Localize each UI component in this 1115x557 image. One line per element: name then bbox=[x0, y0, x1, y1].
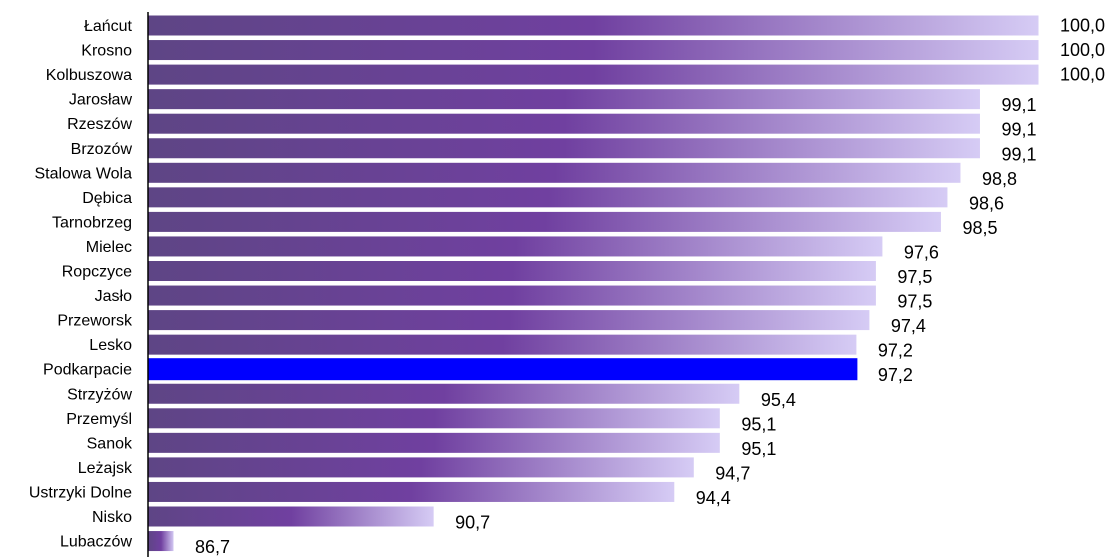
value-label: 97,2 bbox=[878, 341, 913, 361]
bar bbox=[147, 63, 1040, 86]
bar bbox=[147, 88, 981, 111]
bar bbox=[147, 137, 981, 160]
category-label: Ropczyce bbox=[62, 264, 132, 281]
category-label: Tarnobrzeg bbox=[52, 214, 132, 231]
category-labels-group: Łańcut Krosno Kolbuszowa Jarosław Rzeszów Brz… bbox=[29, 18, 133, 551]
bar bbox=[147, 530, 175, 553]
category-label: Lesko bbox=[89, 337, 132, 354]
category-label: Przeworsk bbox=[57, 313, 133, 330]
value-label: 95,1 bbox=[741, 414, 776, 434]
bar bbox=[147, 112, 981, 135]
bar bbox=[147, 14, 1040, 37]
bar bbox=[147, 333, 858, 356]
category-label: Kolbuszowa bbox=[46, 67, 132, 84]
value-label: 95,1 bbox=[741, 439, 776, 459]
value-label: 95,4 bbox=[761, 390, 796, 410]
value-label: 98,6 bbox=[969, 193, 1004, 213]
value-label: 86,7 bbox=[195, 537, 230, 557]
bar bbox=[147, 235, 884, 258]
value-label: 94,4 bbox=[696, 488, 731, 508]
value-label: 98,5 bbox=[962, 218, 997, 238]
value-label: 100,0 bbox=[1060, 65, 1105, 85]
bar bbox=[147, 210, 942, 233]
value-label: 99,1 bbox=[1001, 120, 1036, 140]
value-label: 97,5 bbox=[897, 292, 932, 312]
category-label: Stalowa Wola bbox=[34, 165, 132, 182]
category-label: Łańcut bbox=[84, 18, 133, 35]
bar bbox=[147, 431, 721, 454]
value-labels-group: 100,0 100,0 100,0 99,1 99,1 99,1 98,8 98,6 98,5 9… bbox=[195, 16, 1105, 557]
category-label: Podkarpacie bbox=[43, 362, 132, 379]
bar bbox=[147, 309, 871, 332]
category-label: Dębica bbox=[82, 190, 132, 207]
category-label: Przemyśl bbox=[66, 411, 132, 428]
value-label: 100,0 bbox=[1060, 40, 1105, 60]
bar bbox=[147, 480, 676, 503]
bar-highlight bbox=[147, 358, 858, 381]
bar bbox=[147, 260, 877, 282]
category-label: Jarosław bbox=[69, 92, 133, 109]
value-label: 94,7 bbox=[715, 463, 750, 483]
value-label: 99,1 bbox=[1001, 95, 1036, 115]
value-label: 100,0 bbox=[1060, 16, 1105, 36]
category-label: Lubaczów bbox=[60, 534, 132, 551]
category-label: Sanok bbox=[87, 435, 133, 452]
value-label: 99,1 bbox=[1001, 144, 1036, 164]
bar bbox=[147, 186, 949, 209]
category-label: Brzozów bbox=[71, 141, 133, 158]
category-label: Leżajsk bbox=[78, 460, 133, 477]
bar bbox=[147, 505, 435, 528]
category-label: Rzeszów bbox=[67, 116, 132, 133]
category-label: Mielec bbox=[86, 239, 132, 256]
bar bbox=[147, 407, 721, 430]
category-label: Jasło bbox=[95, 288, 132, 305]
bar bbox=[147, 284, 877, 307]
category-label: Strzyżów bbox=[67, 386, 132, 403]
value-label: 98,8 bbox=[982, 169, 1017, 189]
category-label: Nisko bbox=[92, 509, 132, 526]
value-label: 97,2 bbox=[878, 365, 913, 385]
value-label: 97,4 bbox=[891, 316, 926, 336]
bar bbox=[147, 382, 741, 405]
bar bbox=[147, 39, 1040, 62]
category-label: Ustrzyki Dolne bbox=[29, 484, 132, 501]
value-label: 97,5 bbox=[897, 267, 932, 287]
value-label: 97,6 bbox=[904, 242, 939, 262]
bar bbox=[147, 161, 962, 184]
value-label: 90,7 bbox=[455, 513, 490, 533]
bar bbox=[147, 456, 695, 479]
category-label: Krosno bbox=[81, 43, 132, 60]
